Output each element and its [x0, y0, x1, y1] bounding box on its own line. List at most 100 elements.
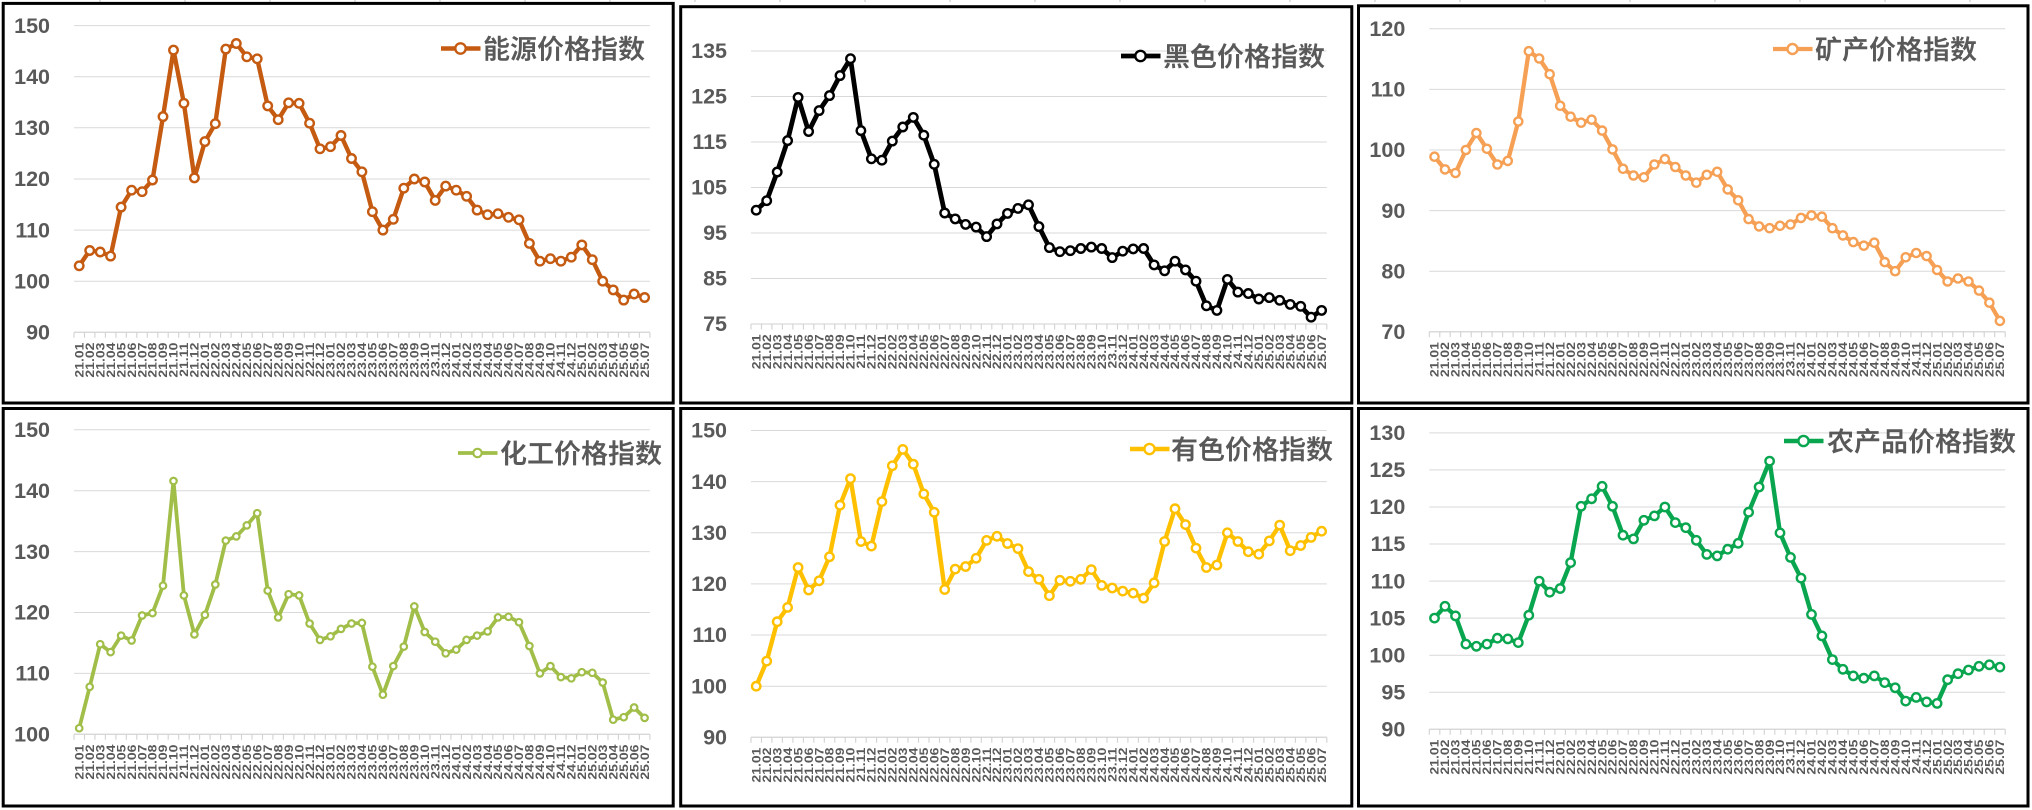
svg-text:21.05: 21.05: [114, 745, 128, 780]
svg-text:22.03: 22.03: [896, 748, 910, 783]
svg-text:23.08: 23.08: [1752, 342, 1766, 377]
svg-text:22.06: 22.06: [1605, 342, 1619, 377]
svg-text:22.06: 22.06: [250, 745, 264, 780]
svg-text:23.10: 23.10: [1095, 334, 1109, 369]
svg-text:22.04: 22.04: [1585, 341, 1599, 377]
svg-text:23.09: 23.09: [1763, 740, 1777, 775]
svg-text:25.02: 25.02: [585, 745, 599, 780]
svg-text:21.12: 21.12: [864, 334, 878, 369]
svg-text:22.01: 22.01: [1553, 342, 1567, 377]
svg-text:21.03: 21.03: [1448, 342, 1462, 377]
svg-text:140: 140: [14, 479, 50, 503]
svg-text:22.02: 22.02: [208, 745, 222, 780]
svg-text:21.08: 21.08: [1501, 342, 1515, 377]
svg-text:25.05: 25.05: [617, 745, 631, 780]
svg-text:23.03: 23.03: [344, 745, 358, 780]
svg-text:23.10: 23.10: [418, 745, 432, 780]
svg-text:23.09: 23.09: [407, 343, 421, 378]
svg-text:21.10: 21.10: [166, 343, 180, 378]
svg-text:25.07: 25.07: [1315, 748, 1329, 783]
svg-text:25.01: 25.01: [1930, 740, 1944, 775]
svg-text:23.07: 23.07: [1742, 342, 1756, 377]
svg-text:23.04: 23.04: [1032, 747, 1046, 783]
svg-text:22.03: 22.03: [1574, 342, 1588, 377]
svg-text:21.03: 21.03: [93, 745, 107, 780]
svg-text:23.04: 23.04: [355, 342, 369, 378]
svg-text:21.12: 21.12: [1543, 740, 1557, 775]
svg-text:70: 70: [1381, 320, 1405, 344]
svg-text:24.08: 24.08: [522, 745, 536, 780]
svg-text:22.10: 22.10: [969, 334, 983, 369]
svg-text:24.09: 24.09: [1888, 342, 1902, 377]
svg-text:21.10: 21.10: [166, 745, 180, 780]
svg-text:21.01: 21.01: [749, 334, 763, 369]
svg-text:22.01: 22.01: [1553, 740, 1567, 775]
svg-text:23.01: 23.01: [323, 745, 337, 780]
svg-text:23.09: 23.09: [1084, 334, 1098, 369]
svg-text:24.02: 24.02: [1815, 342, 1829, 377]
svg-text:22.08: 22.08: [271, 745, 285, 780]
svg-text:24.10: 24.10: [543, 343, 557, 378]
svg-text:22.12: 22.12: [313, 745, 327, 780]
svg-text:22.02: 22.02: [1564, 740, 1578, 775]
svg-text:22.09: 22.09: [959, 748, 973, 783]
svg-text:24.03: 24.03: [1147, 334, 1161, 369]
svg-text:25.04: 25.04: [1283, 747, 1297, 783]
svg-text:22.08: 22.08: [948, 748, 962, 783]
svg-text:23.04: 23.04: [1710, 739, 1724, 775]
svg-text:23.12: 23.12: [439, 343, 453, 378]
svg-text:23.08: 23.08: [397, 343, 411, 378]
svg-text:21.10: 21.10: [843, 748, 857, 783]
svg-text:22.07: 22.07: [261, 343, 275, 378]
svg-text:24.08: 24.08: [522, 343, 536, 378]
svg-text:25.06: 25.06: [1982, 342, 1996, 377]
svg-text:24.12: 24.12: [1920, 342, 1934, 377]
svg-text:22.05: 22.05: [1595, 342, 1609, 377]
svg-text:24.02: 24.02: [460, 343, 474, 378]
svg-text:25.07: 25.07: [1315, 334, 1329, 369]
svg-text:22.05: 22.05: [240, 343, 254, 378]
svg-text:25.06: 25.06: [1304, 334, 1318, 369]
svg-text:23.02: 23.02: [334, 343, 348, 378]
svg-text:21.06: 21.06: [802, 334, 816, 369]
svg-text:25.03: 25.03: [1273, 748, 1287, 783]
svg-text:24.11: 24.11: [554, 745, 568, 779]
svg-text:24.09: 24.09: [1210, 334, 1224, 369]
svg-text:85: 85: [703, 267, 727, 291]
svg-text:24.12: 24.12: [1920, 740, 1934, 775]
svg-text:21.11: 21.11: [1532, 740, 1546, 774]
svg-text:22.10: 22.10: [1647, 342, 1661, 377]
svg-text:110: 110: [15, 662, 50, 686]
svg-text:24.02: 24.02: [1137, 748, 1151, 783]
svg-text:21.07: 21.07: [135, 343, 149, 378]
svg-text:120: 120: [691, 572, 727, 596]
svg-text:21.07: 21.07: [1490, 342, 1504, 377]
svg-text:120: 120: [1369, 495, 1405, 519]
svg-text:23.06: 23.06: [1731, 342, 1745, 377]
svg-text:25.03: 25.03: [1951, 740, 1965, 775]
svg-text:24.04: 24.04: [481, 744, 495, 780]
svg-text:25.05: 25.05: [1972, 740, 1986, 775]
svg-text:100: 100: [14, 723, 50, 747]
svg-text:120: 120: [1369, 17, 1405, 41]
svg-text:21.04: 21.04: [104, 744, 118, 780]
svg-text:21.02: 21.02: [760, 748, 774, 783]
svg-text:21.12: 21.12: [187, 343, 201, 378]
svg-text:22.12: 22.12: [313, 343, 327, 378]
svg-text:21.06: 21.06: [802, 748, 816, 783]
svg-text:25.07: 25.07: [1993, 740, 2007, 775]
svg-text:24.11: 24.11: [1231, 748, 1245, 782]
svg-text:135: 135: [691, 39, 727, 63]
svg-text:25.01: 25.01: [1252, 748, 1266, 783]
svg-text:24.07: 24.07: [512, 343, 526, 378]
svg-text:22.02: 22.02: [885, 748, 899, 783]
svg-text:22.11: 22.11: [303, 343, 317, 377]
svg-text:125: 125: [691, 85, 727, 109]
svg-text:25.02: 25.02: [1941, 740, 1955, 775]
svg-text:25.03: 25.03: [1951, 342, 1965, 377]
svg-text:21.08: 21.08: [145, 343, 159, 378]
svg-text:23.01: 23.01: [1679, 342, 1693, 377]
svg-text:22.10: 22.10: [292, 745, 306, 780]
svg-text:22.04: 22.04: [229, 744, 243, 780]
svg-text:22.03: 22.03: [896, 334, 910, 369]
